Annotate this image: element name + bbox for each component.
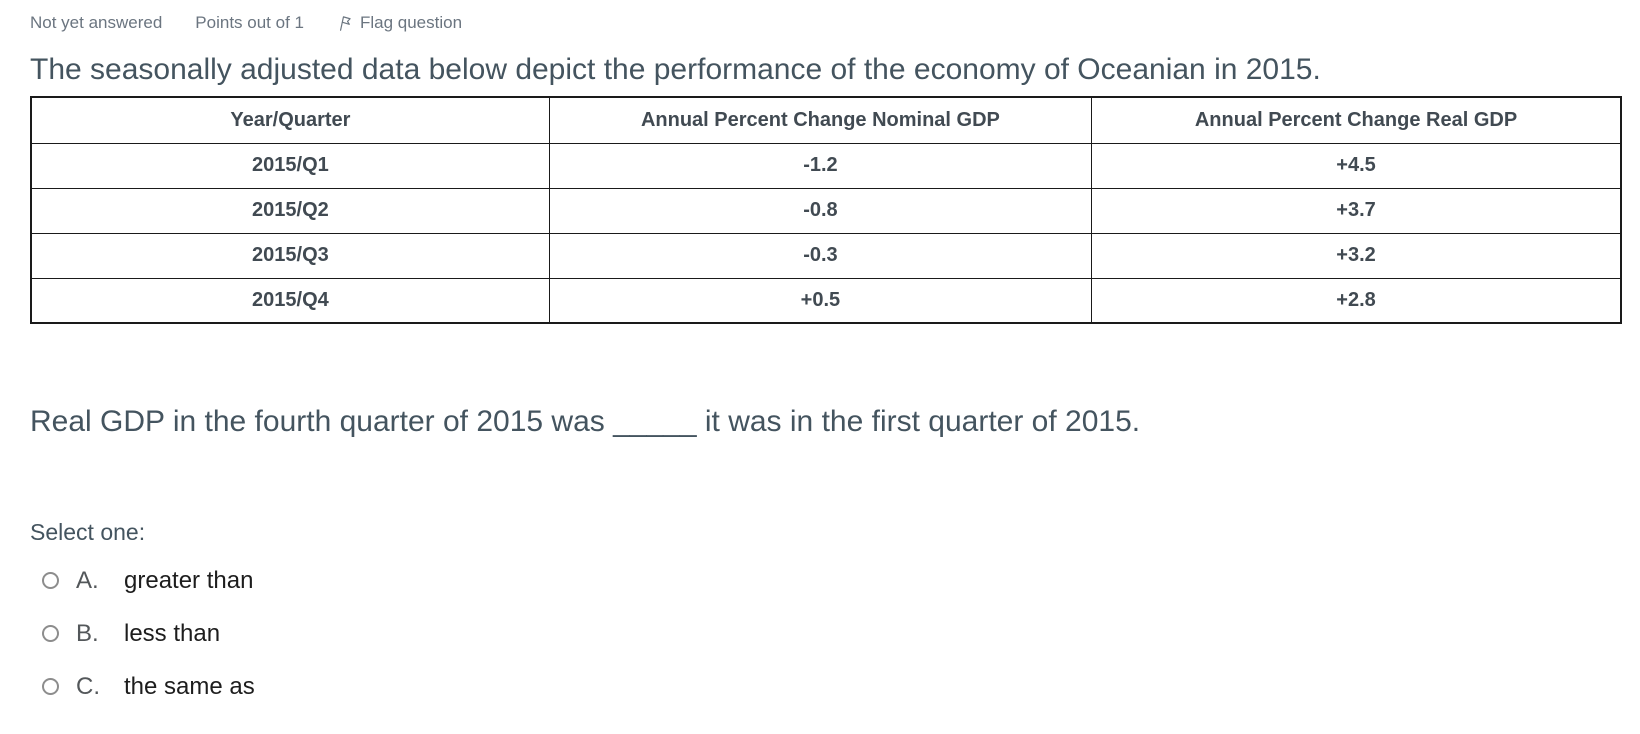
table-row: 2015/Q3 -0.3 +3.2 [30, 232, 1622, 279]
question-intro: The seasonally adjusted data below depic… [30, 53, 1321, 86]
option-letter-c: C. [76, 672, 100, 700]
table-row: 2015/Q2 -0.8 +3.7 [30, 187, 1622, 234]
cell-nominal: -0.3 [548, 232, 1093, 279]
cell-quarter: 2015/Q2 [30, 187, 550, 234]
radio-button-a[interactable] [42, 572, 59, 589]
answer-option-a[interactable]: A. greater than [30, 566, 1625, 595]
radio-button-c[interactable] [42, 678, 59, 695]
question-prompt: Real GDP in the fourth quarter of 2015 w… [30, 405, 1141, 438]
header-year-quarter: Year/Quarter [30, 96, 550, 144]
gdp-data-table: Year/Quarter Annual Percent Change Nomin… [30, 96, 1622, 324]
option-letter-b: B. [76, 619, 99, 647]
answer-options: A. greater than B. less than C. the same… [30, 566, 1625, 701]
cell-real: +3.2 [1091, 232, 1622, 279]
table-row: 2015/Q1 -1.2 +4.5 [30, 142, 1622, 189]
table-row: 2015/Q4 +0.5 +2.8 [30, 277, 1622, 324]
points-label: Points out of 1 [195, 12, 304, 32]
cell-nominal: -0.8 [548, 187, 1093, 234]
option-label-b: less than [124, 619, 221, 647]
option-letter-a: A. [76, 566, 99, 594]
select-one-label: Select one: [30, 519, 146, 545]
flag-icon [339, 15, 351, 31]
cell-quarter: 2015/Q3 [30, 232, 550, 279]
cell-nominal: +0.5 [548, 277, 1093, 324]
answer-status: Not yet answered [30, 12, 163, 32]
cell-real: +2.8 [1091, 277, 1622, 324]
cell-real: +4.5 [1091, 142, 1622, 189]
answer-option-c[interactable]: C. the same as [30, 672, 1625, 701]
cell-real: +3.7 [1091, 187, 1622, 234]
question-info-bar: Not yet answered Points out of 1 Flag qu… [30, 13, 1625, 32]
header-real-gdp: Annual Percent Change Real GDP [1091, 96, 1622, 144]
flag-question-label: Flag question [359, 12, 463, 32]
cell-quarter: 2015/Q1 [30, 142, 550, 189]
header-nominal-gdp: Annual Percent Change Nominal GDP [548, 96, 1093, 144]
option-label-a: greater than [124, 566, 254, 594]
option-label-c: the same as [124, 672, 255, 700]
radio-button-b[interactable] [42, 625, 59, 642]
answer-option-b[interactable]: B. less than [30, 619, 1625, 648]
cell-quarter: 2015/Q4 [30, 277, 550, 324]
flag-question-link[interactable]: Flag question [337, 13, 462, 33]
table-header-row: Year/Quarter Annual Percent Change Nomin… [30, 96, 1622, 144]
cell-nominal: -1.2 [548, 142, 1093, 189]
